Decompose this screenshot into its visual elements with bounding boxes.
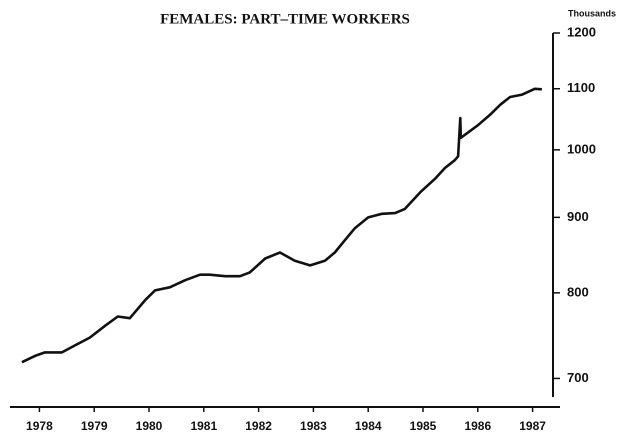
- y-tick-label: 700: [567, 370, 589, 385]
- x-tick-label: 1985: [410, 419, 437, 433]
- chart-title: FEMALES: PART–TIME WORKERS: [160, 11, 410, 27]
- x-tick-label: 1981: [190, 419, 217, 433]
- x-tick-label: 1982: [245, 419, 272, 433]
- y-tick-label: 900: [567, 209, 589, 224]
- x-tick-label: 1986: [464, 419, 491, 433]
- x-tick-label: 1979: [81, 419, 108, 433]
- data-line: [21, 87, 542, 364]
- y-tick-label: 1200: [567, 24, 596, 39]
- y-tick-label: 1100: [567, 80, 595, 95]
- y-tick-label: 1000: [567, 141, 596, 156]
- y-axis-label: Thousands: [568, 8, 616, 18]
- x-tick-label: 1984: [355, 419, 382, 433]
- x-tick-label: 1987: [519, 419, 546, 433]
- x-tick-label: 1983: [300, 419, 327, 433]
- x-tick-label: 1980: [136, 419, 163, 433]
- x-tick-label: 1978: [26, 419, 53, 433]
- y-tick-label: 800: [567, 284, 589, 299]
